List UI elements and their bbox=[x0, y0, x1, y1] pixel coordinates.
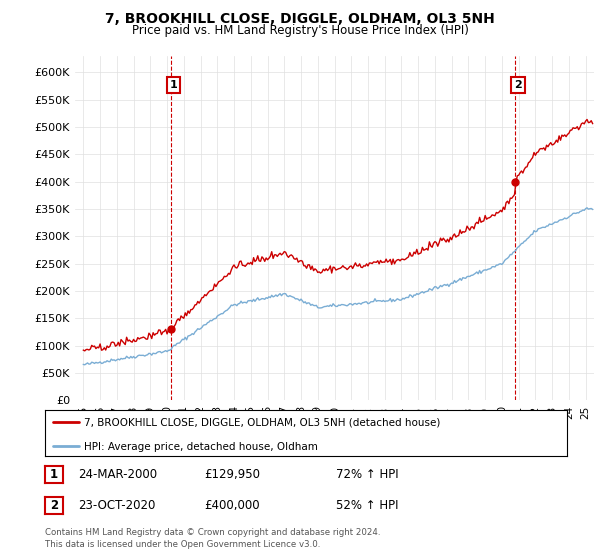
Text: 7, BROOKHILL CLOSE, DIGGLE, OLDHAM, OL3 5NH: 7, BROOKHILL CLOSE, DIGGLE, OLDHAM, OL3 … bbox=[105, 12, 495, 26]
Text: 23-OCT-2020: 23-OCT-2020 bbox=[78, 498, 155, 512]
Text: £400,000: £400,000 bbox=[204, 498, 260, 512]
Text: 7, BROOKHILL CLOSE, DIGGLE, OLDHAM, OL3 5NH (detached house): 7, BROOKHILL CLOSE, DIGGLE, OLDHAM, OL3 … bbox=[84, 417, 440, 427]
Text: 1: 1 bbox=[170, 80, 178, 90]
Text: Contains HM Land Registry data © Crown copyright and database right 2024.
This d: Contains HM Land Registry data © Crown c… bbox=[45, 528, 380, 549]
Text: 2: 2 bbox=[50, 498, 58, 512]
Text: 52% ↑ HPI: 52% ↑ HPI bbox=[336, 498, 398, 512]
Text: 24-MAR-2000: 24-MAR-2000 bbox=[78, 468, 157, 482]
Text: HPI: Average price, detached house, Oldham: HPI: Average price, detached house, Oldh… bbox=[84, 442, 318, 452]
Text: Price paid vs. HM Land Registry's House Price Index (HPI): Price paid vs. HM Land Registry's House … bbox=[131, 24, 469, 37]
Text: 72% ↑ HPI: 72% ↑ HPI bbox=[336, 468, 398, 482]
Text: 1: 1 bbox=[50, 468, 58, 482]
Text: £129,950: £129,950 bbox=[204, 468, 260, 482]
Text: 2: 2 bbox=[514, 80, 522, 90]
